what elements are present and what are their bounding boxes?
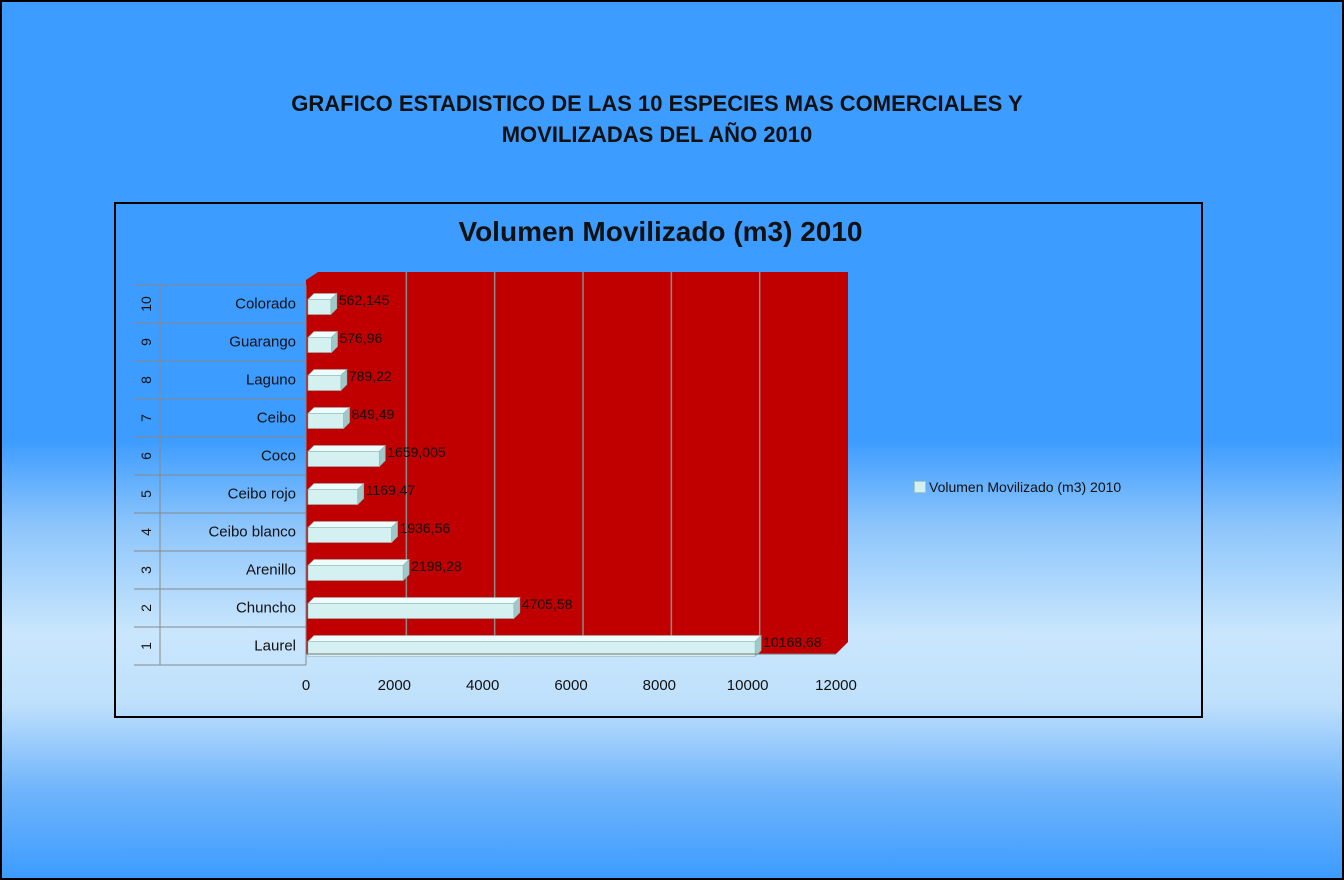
category-label: Chuncho (236, 600, 296, 617)
plot-area (306, 272, 848, 654)
category-index-label: 4 (138, 528, 154, 536)
category-label: Ceibo blanco (208, 524, 296, 541)
category-index-label: 7 (138, 414, 154, 422)
bar (307, 299, 332, 315)
category-label: Laurel (254, 638, 296, 655)
bar-top (307, 597, 521, 604)
data-label: 1936,56 (400, 520, 451, 536)
chart-title: Volumen Movilizado (m3) 2010 (458, 216, 863, 247)
category-index-label: 10 (138, 296, 154, 312)
slide-title-line-1: GRAFICO ESTADISTICO DE LAS 10 ESPECIES M… (291, 91, 1023, 116)
bar-top (307, 407, 351, 414)
bar-top (307, 369, 348, 376)
bar (307, 337, 332, 353)
data-label: 1169,47 (366, 482, 416, 498)
bar (307, 527, 392, 543)
category-index-label: 3 (138, 566, 154, 574)
legend-swatch (914, 481, 926, 493)
data-label: 849,49 (352, 406, 395, 422)
bar (307, 641, 756, 657)
category-label: Guarango (229, 334, 296, 351)
data-label: 4705,58 (522, 596, 573, 612)
category-label: Ceibo rojo (228, 486, 296, 503)
data-label: 562,145 (339, 292, 390, 308)
bar-top (307, 521, 399, 528)
data-label: 2198,28 (411, 558, 462, 574)
x-tick-label: 0 (302, 677, 310, 694)
bar-top (307, 559, 410, 566)
bar (307, 413, 344, 429)
bar (307, 603, 515, 619)
bar-chart: 1 Laurel 10168,68 2 Chuncho 4705,58 3 Arenillo 2… (134, 272, 857, 694)
data-label: 1659,005 (387, 444, 446, 460)
data-label: 576,96 (339, 330, 382, 346)
legend-label: Volumen Movilizado (m3) 2010 (929, 479, 1122, 495)
x-tick-label: 6000 (554, 677, 587, 694)
category-index-label: 6 (138, 452, 154, 460)
x-tick-label: 12000 (815, 677, 857, 694)
bar (307, 375, 342, 391)
category-label: Ceibo (257, 410, 296, 427)
category-index-label: 9 (138, 338, 154, 346)
bar-top (307, 445, 386, 452)
bar (307, 451, 380, 467)
bar (307, 489, 358, 505)
category-label: Laguno (246, 372, 296, 389)
bar-top (307, 483, 365, 490)
slide-title-line-2: MOVILIZADAS DEL AÑO 2010 (501, 122, 813, 147)
x-tick-label: 4000 (466, 677, 499, 694)
category-label: Arenillo (246, 562, 296, 579)
category-index-label: 8 (138, 376, 154, 384)
category-index-label: 1 (138, 642, 154, 650)
chart-legend: Volumen Movilizado (m3) 2010 (914, 479, 1121, 495)
x-tick-label: 8000 (643, 677, 676, 694)
data-label: 10168,68 (763, 634, 822, 650)
category-label: Colorado (235, 296, 296, 313)
category-label: Coco (261, 448, 296, 465)
slide-title: GRAFICO ESTADISTICO DE LAS 10 ESPECIES M… (102, 88, 1212, 150)
x-tick-label: 2000 (378, 677, 411, 694)
category-index-label: 2 (138, 604, 154, 612)
chart-frame: 1 Laurel 10168,68 2 Chuncho 4705,58 3 Arenillo 2… (114, 202, 1203, 718)
category-index-label: 5 (138, 490, 154, 498)
bar (307, 565, 404, 581)
data-label: 789,22 (349, 368, 392, 384)
bar-top (307, 635, 762, 642)
x-tick-label: 10000 (727, 677, 769, 694)
